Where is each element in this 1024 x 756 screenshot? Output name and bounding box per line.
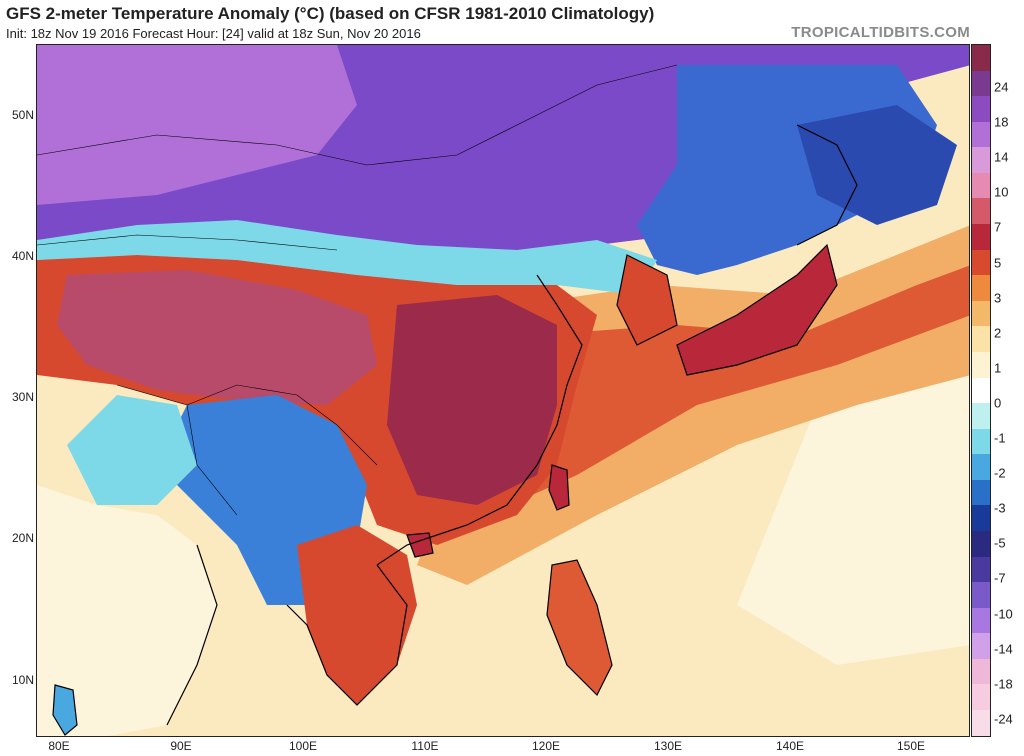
lon-label-150e: 150E [896, 739, 926, 753]
colorbar-cell [972, 121, 990, 148]
colorbar-cell [972, 45, 990, 71]
colorbar-cell [972, 275, 990, 301]
colorbar-label: 18 [994, 114, 1009, 130]
colorbar-cell [972, 556, 990, 583]
sea-of-okhotsk-cold [797, 105, 957, 225]
lat-label-10n: 10N [11, 673, 34, 687]
northwest-extreme-cold [37, 45, 357, 205]
lat-label-20n: 20N [11, 531, 34, 545]
colorbar-cell [972, 300, 990, 327]
neutral-ocean-patch [737, 345, 969, 665]
sri-lanka-cold [53, 685, 77, 735]
colorbar-cell [972, 710, 990, 736]
colorbar-label: 3 [994, 290, 1002, 306]
colorbar-cell [972, 326, 990, 352]
colorbar [971, 44, 991, 737]
colorbar-cell [972, 249, 990, 276]
colorbar-label: -3 [994, 500, 1006, 516]
source-credit: TROPICALTIDBITS.COM [791, 24, 970, 41]
colorbar-cell [972, 454, 990, 480]
coastlines [52, 124, 858, 736]
tibet-warm-core [57, 270, 377, 405]
lon-label-130e: 130E [653, 739, 683, 753]
ocean-warm-core [487, 265, 969, 515]
colorbar-cell [972, 147, 990, 173]
map-graphic [37, 45, 969, 736]
colorbar-cell [972, 607, 990, 634]
japan-warm [677, 245, 837, 375]
colorbar-cell [972, 479, 990, 506]
colorbar-cell [972, 658, 990, 685]
colorbar-label: 1 [994, 360, 1002, 376]
borders [37, 64, 678, 516]
colorbar-label: 7 [994, 219, 1002, 235]
colorbar-label: 5 [994, 255, 1002, 270]
indochina-warm [297, 525, 417, 705]
colorbar-cell [972, 633, 990, 659]
colorbar-cell [972, 505, 990, 531]
lon-label-110e: 110E [411, 739, 439, 753]
map-title: GFS 2-meter Temperature Anomaly (°C) (ba… [6, 4, 655, 23]
colorbar-label: -7 [994, 570, 1006, 586]
colorbar-cell [972, 224, 990, 250]
philippines-warm [547, 560, 612, 695]
colorbar-label: -18 [994, 676, 1013, 692]
colorbar-label: 24 [994, 79, 1009, 95]
colorbar-cell [972, 582, 990, 608]
taiwan-warm [549, 465, 569, 510]
colorbar-cell [972, 172, 990, 199]
korea-warm [617, 255, 677, 345]
colorbar-label: 2 [994, 325, 1002, 341]
india-mild [37, 485, 217, 736]
colorbar-cell [972, 377, 990, 404]
colorbar-label: -2 [994, 465, 1006, 481]
lat-label-40n: 40N [11, 249, 34, 263]
colorbar-label: 0 [994, 395, 1002, 411]
colorbar-label: 14 [994, 149, 1009, 165]
lon-label-90e: 90E [170, 739, 192, 753]
lon-label-120e: 120E [531, 739, 561, 753]
colorbar-cell [972, 428, 990, 455]
colorbar-cell [972, 96, 990, 122]
colorbar-label: -1 [994, 430, 1006, 446]
colorbar-cell [972, 684, 990, 711]
lat-label-50n: 50N [11, 108, 34, 122]
colorbar-label: -14 [994, 641, 1013, 657]
lat-label-30n: 30N [11, 390, 34, 404]
colorbar-label: 10 [994, 184, 1009, 200]
colorbar-cell [972, 198, 990, 225]
colorbar-cell [972, 351, 990, 378]
temperature-anomaly-map [36, 44, 970, 737]
bay-cold [67, 395, 197, 505]
lon-label-100e: 100E [288, 739, 318, 753]
east-china-warm-core [387, 295, 557, 505]
colorbar-cell [972, 403, 990, 429]
colorbar-label: -10 [994, 606, 1013, 621]
lon-label-140e: 140E [775, 739, 805, 753]
map-subtitle: Init: 18z Nov 19 2016 Forecast Hour: [24… [6, 26, 421, 41]
lon-label-80e: 80E [48, 739, 70, 753]
colorbar-label: -24 [994, 711, 1013, 727]
colorbar-cell [972, 70, 990, 97]
colorbar-label: -5 [994, 535, 1006, 551]
colorbar-cell [972, 530, 990, 557]
cold-fringe [37, 220, 657, 295]
